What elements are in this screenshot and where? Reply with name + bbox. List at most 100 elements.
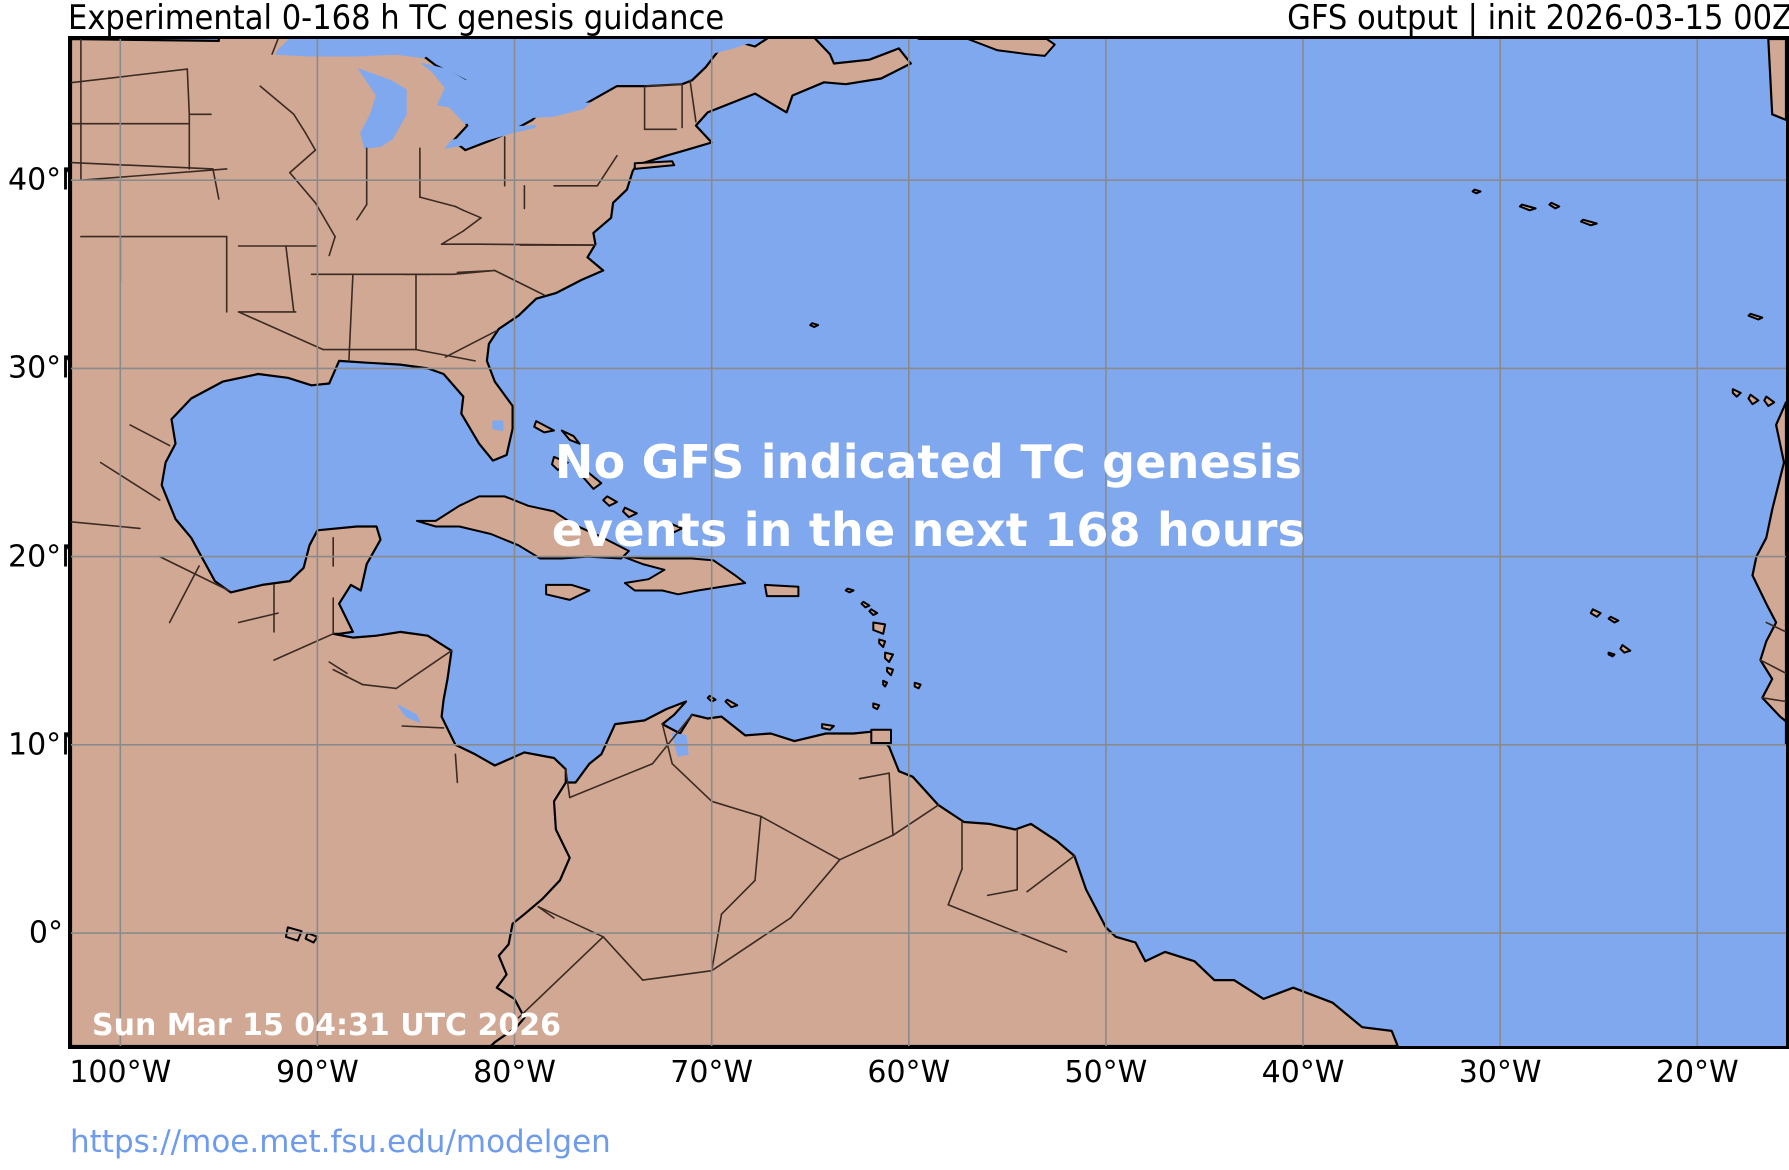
island-lesser-3 [868,608,879,616]
island-jamaica [545,583,591,601]
island-puerto-rico [763,583,800,598]
political-border [415,348,476,362]
island-capeverde-2 [1607,615,1620,624]
header: Experimental 0-168 h TC genesis guidance… [0,0,1789,38]
source-url-link[interactable]: https://moe.met.fsu.edu/modelgen [70,1124,611,1160]
political-border [671,762,713,803]
political-border [419,196,457,208]
political-border [259,85,295,116]
island-curacao [724,698,739,709]
island-lesser-2 [860,600,871,609]
island-hispaniola [622,555,747,596]
lat-tick-label: 10°N [8,727,84,763]
island-azores-2 [1518,203,1537,212]
political-border [129,424,171,447]
island-azores-4 [1580,218,1598,227]
island-bahamas-4 [582,470,603,490]
political-border [293,113,307,134]
lon-tick-label: 50°W [1064,1055,1148,1090]
political-border [328,661,348,675]
valid-timestamp: Sun Mar 15 04:31 UTC 2026 [92,1008,562,1043]
island-canary-2 [1747,393,1760,406]
political-border [754,815,762,882]
political-border [710,913,723,972]
island-bahamas-2 [560,429,581,445]
island-bahamas-6 [622,506,638,519]
lake-erie [444,125,537,149]
political-border [314,202,336,238]
coastline-sa-west [489,781,571,1046]
map-geography [71,39,1786,1046]
model-init-info: GFS output | init 2026-03-15 00Z [1287,0,1789,38]
political-border [1026,855,1076,893]
political-border [565,768,571,799]
island-capeverde-4 [1607,651,1616,658]
political-border [1761,697,1786,703]
political-border [789,858,841,919]
political-border [168,565,200,624]
political-border [80,168,228,181]
lake-okeechobee [492,420,504,432]
political-border [602,936,644,981]
political-border [720,879,756,915]
map-canvas[interactable] [68,36,1789,1049]
political-border [289,149,317,174]
island-lesser-1 [844,587,855,594]
political-border [348,273,354,362]
political-border [517,936,604,1019]
political-border [186,68,191,116]
island-trinidad [870,728,892,744]
political-border [462,209,482,219]
island-bahamas-3 [551,455,569,471]
island-azores-1 [1471,188,1482,195]
political-border [892,804,940,836]
political-border [158,555,230,592]
lon-tick-label: 100°W [69,1055,172,1090]
lake-stlawrence [687,39,762,57]
political-border [456,269,496,274]
lat-tick-label: 0° [28,915,63,951]
political-border [537,905,604,938]
political-border [858,772,890,780]
island-canary-3 [1763,395,1776,407]
island-margarita [821,723,835,731]
political-border [645,83,683,87]
political-border [537,905,555,919]
political-border [462,217,482,232]
political-border [285,245,295,313]
political-border [568,762,654,799]
political-border [99,461,161,501]
political-border [212,168,220,200]
island-bahamas-1 [533,420,555,434]
political-border [1765,621,1786,633]
island-turks [665,521,684,534]
lat-tick-label: 30°N [8,350,84,386]
political-border [71,161,214,170]
political-border [947,904,1068,953]
political-border [710,800,762,818]
island-stlucia [886,666,894,677]
political-border [332,668,364,686]
island-galapagos-2 [304,932,319,944]
lon-tick-label: 90°W [275,1055,359,1090]
island-capeverde-3 [1619,644,1632,654]
political-border [304,132,317,151]
political-border [494,269,545,296]
lon-tick-label: 70°W [670,1055,754,1090]
lon-tick-label: 20°W [1655,1055,1739,1090]
political-border [237,612,279,624]
political-border [273,633,334,661]
island-madeira [1747,312,1764,321]
island-bermuda [809,322,820,328]
page-title: Experimental 0-168 h TC genesis guidance [68,0,725,38]
political-border [641,969,713,981]
island-azores-3 [1548,201,1561,210]
lake-nicaragua [397,704,421,723]
lon-tick-label: 80°W [473,1055,556,1090]
island-martinique [884,651,894,663]
political-border [760,815,841,861]
island-barbados [913,681,922,690]
political-border [454,753,459,784]
political-border [689,79,697,123]
